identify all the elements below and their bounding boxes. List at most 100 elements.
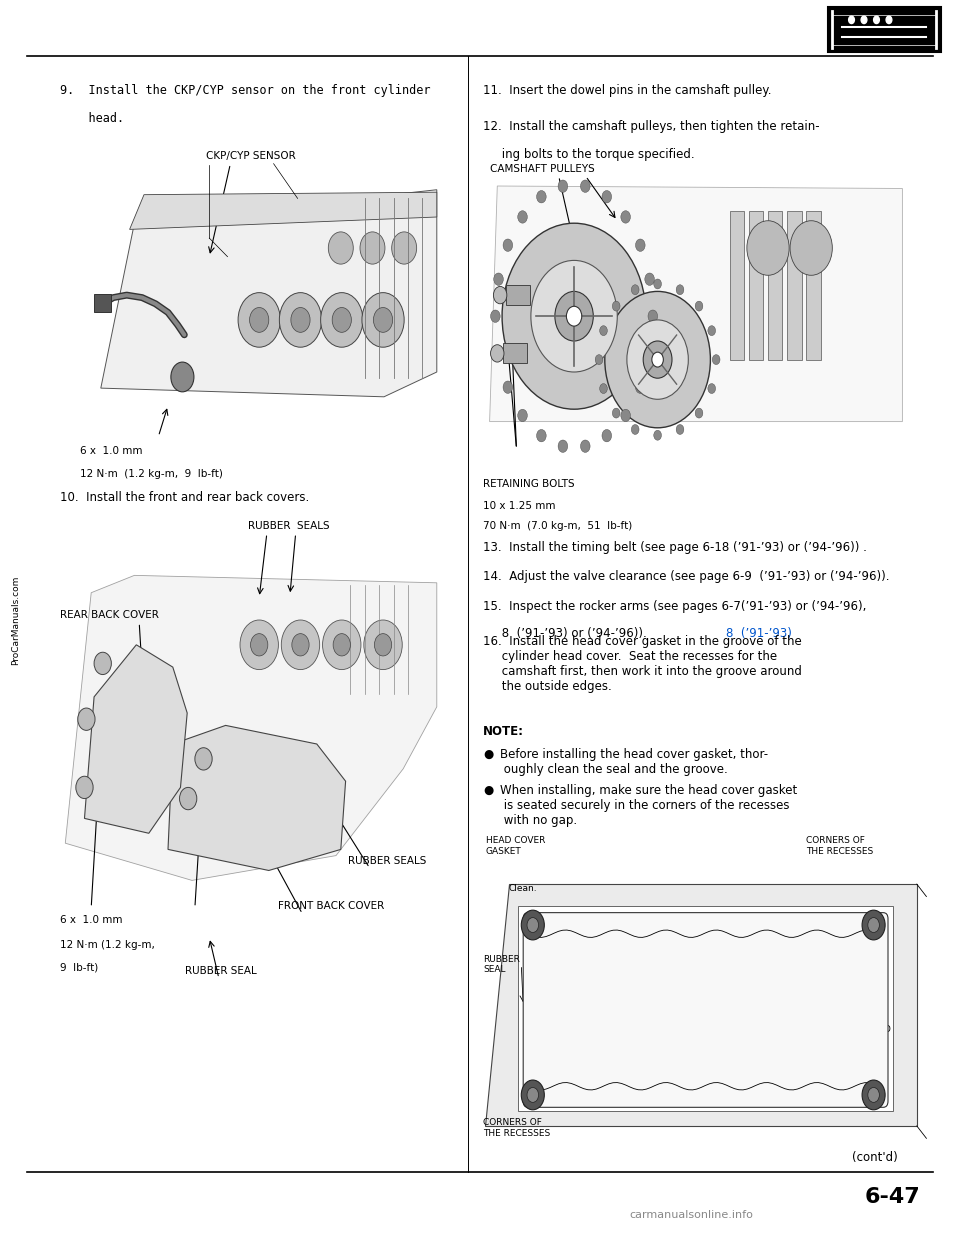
Text: 6 x  1.0 mm: 6 x 1.0 mm [80, 446, 142, 456]
Circle shape [632, 285, 639, 295]
Circle shape [695, 408, 703, 418]
Circle shape [374, 634, 392, 656]
Circle shape [503, 239, 513, 252]
Circle shape [78, 708, 95, 730]
Circle shape [491, 345, 504, 362]
Text: RUBBER
SEAL: RUBBER SEAL [483, 955, 519, 975]
Circle shape [654, 430, 661, 440]
Text: ●: ● [483, 784, 493, 796]
Text: carmanualsonline.info: carmanualsonline.info [629, 1210, 754, 1220]
Bar [787, 211, 802, 360]
Circle shape [790, 221, 832, 275]
Circle shape [645, 273, 655, 285]
Text: 11.  Insert the dowel pins in the camshaft pulley.: 11. Insert the dowel pins in the camshaf… [483, 84, 772, 97]
Circle shape [238, 293, 280, 347]
Circle shape [321, 293, 363, 347]
Polygon shape [490, 186, 902, 422]
Circle shape [195, 748, 212, 770]
Polygon shape [101, 190, 437, 397]
Circle shape [521, 1080, 544, 1110]
Circle shape [645, 347, 655, 360]
Text: 8  (’91-’93): 8 (’91-’93) [726, 627, 791, 640]
Circle shape [886, 16, 892, 24]
Bar [749, 211, 763, 360]
Circle shape [392, 232, 417, 264]
Circle shape [362, 293, 404, 347]
Text: CYLINDER HEAD
COVER: CYLINDER HEAD COVER [818, 1025, 891, 1045]
Circle shape [531, 260, 617, 372]
Bar [832, 15, 936, 45]
Text: 13.  Install the timing belt (see page 6-18 (’91-’93) or (’94-’96)) .: 13. Install the timing belt (see page 6-… [483, 541, 867, 553]
Circle shape [654, 279, 661, 289]
Circle shape [676, 285, 684, 295]
Circle shape [491, 310, 500, 322]
Text: 14.  Adjust the valve clearance (see page 6-9  (’91-’93) or (’94-’96)).: 14. Adjust the valve clearance (see page… [483, 570, 889, 583]
Text: CORNERS OF
THE RECESSES: CORNERS OF THE RECESSES [806, 836, 874, 856]
Circle shape [861, 16, 867, 24]
Circle shape [862, 910, 885, 940]
Circle shape [558, 440, 567, 453]
Polygon shape [485, 884, 917, 1126]
Text: 12 N·m  (1.2 kg-m,  9  lb-ft): 12 N·m (1.2 kg-m, 9 lb-ft) [80, 469, 223, 479]
Bar [768, 211, 782, 360]
Circle shape [862, 1080, 885, 1110]
Circle shape [652, 352, 663, 367]
Text: 15.  Inspect the rocker arms (see pages 6-7(’91-’93) or (’94-’96),: 15. Inspect the rocker arms (see pages 6… [483, 600, 866, 613]
Bar [730, 211, 744, 360]
Circle shape [250, 308, 269, 332]
Text: When installing, make sure the head cover gasket
 is seated securely in the corn: When installing, make sure the head cove… [500, 784, 798, 827]
Text: 12 N·m (1.2 kg-m,: 12 N·m (1.2 kg-m, [60, 940, 156, 950]
Text: RUBBER  SEALS: RUBBER SEALS [248, 521, 329, 531]
Bar [506, 285, 530, 305]
Circle shape [868, 1087, 879, 1102]
Text: Clean.: Clean. [509, 884, 538, 893]
Text: 6-47: 6-47 [865, 1187, 921, 1207]
Polygon shape [168, 725, 346, 870]
Text: 10.  Install the front and rear back covers.: 10. Install the front and rear back cove… [60, 491, 310, 503]
Text: HEAD COVER
GASKET: HEAD COVER GASKET [486, 836, 545, 856]
Circle shape [493, 286, 507, 304]
Circle shape [648, 310, 658, 322]
Text: ●: ● [483, 748, 493, 760]
Circle shape [708, 383, 715, 393]
Circle shape [747, 221, 789, 275]
Circle shape [612, 408, 620, 418]
Circle shape [636, 239, 645, 252]
Circle shape [251, 634, 268, 656]
Circle shape [537, 429, 546, 441]
Circle shape [849, 16, 854, 24]
Circle shape [712, 355, 720, 365]
Circle shape [600, 326, 608, 336]
Text: (cont'd): (cont'd) [852, 1151, 898, 1163]
Circle shape [493, 273, 503, 285]
Text: ing bolts to the torque specified.: ing bolts to the torque specified. [483, 148, 694, 160]
Circle shape [76, 776, 93, 799]
Circle shape [323, 620, 361, 670]
Text: NOTE:: NOTE: [483, 725, 524, 738]
Circle shape [502, 223, 646, 409]
Circle shape [517, 211, 527, 223]
Text: 9  lb-ft): 9 lb-ft) [60, 962, 99, 972]
Circle shape [555, 291, 593, 341]
Circle shape [602, 191, 612, 203]
Circle shape [521, 910, 544, 940]
Text: 12.  Install the camshaft pulleys, then tighten the retain-: 12. Install the camshaft pulleys, then t… [483, 120, 820, 133]
Circle shape [643, 341, 672, 378]
Circle shape [605, 291, 710, 428]
Text: 10 x 1.25 mm: 10 x 1.25 mm [483, 501, 556, 511]
Text: REAR BACK COVER: REAR BACK COVER [60, 610, 159, 620]
Circle shape [332, 308, 351, 332]
Text: FRONT BACK COVER: FRONT BACK COVER [278, 901, 385, 911]
Circle shape [602, 429, 612, 441]
Circle shape [291, 308, 310, 332]
Text: 16.  Install the head cover gasket in the groove of the
     cylinder head cover: 16. Install the head cover gasket in the… [483, 635, 802, 693]
Circle shape [281, 620, 320, 670]
Text: 70 N·m  (7.0 kg-m,  51  lb-ft): 70 N·m (7.0 kg-m, 51 lb-ft) [483, 521, 632, 531]
Circle shape [517, 409, 527, 422]
Circle shape [558, 180, 567, 192]
Circle shape [364, 620, 402, 670]
Circle shape [527, 1087, 539, 1102]
Text: Before installing the head cover gasket, thor-
 oughly clean the seal and the gr: Before installing the head cover gasket,… [500, 748, 768, 776]
Circle shape [279, 293, 322, 347]
Circle shape [566, 306, 582, 326]
